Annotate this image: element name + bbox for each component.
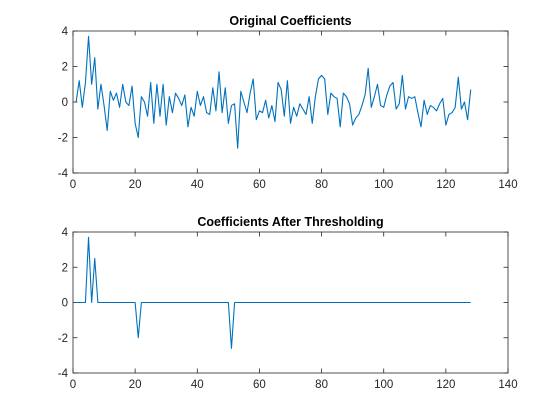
bottom-plot-series — [76, 236, 471, 349]
top-x-tick-label: 140 — [498, 179, 517, 191]
top-series-line — [75, 35, 472, 149]
bottom-x-tick-label: 120 — [436, 379, 455, 391]
top-plot-ticks: 0 20 40 60 80 100 120 140 -4 -2 0 2 4 — [58, 26, 518, 191]
bottom-x-tick-label: 40 — [191, 379, 204, 391]
top-x-tick-label: 100 — [374, 179, 393, 191]
bottom-plot-ticks: 0 20 40 60 80 100 120 140 -4 -2 0 2 4 — [58, 227, 518, 391]
bottom-series-line — [76, 236, 471, 349]
bottom-y-tick-label: 2 — [62, 262, 68, 274]
top-plot: Original Coefficients 0 20 40 60 80 100 120 140… — [58, 14, 518, 191]
top-x-tick-label: 20 — [129, 179, 142, 191]
bottom-plot-title: Coefficients After Thresholding — [197, 215, 383, 229]
top-y-tick-label: 4 — [62, 26, 69, 38]
top-y-tick-label: 0 — [62, 97, 68, 109]
bottom-x-tick-label: 20 — [129, 379, 142, 391]
top-x-tick-label: 80 — [315, 179, 328, 191]
top-x-tick-label: 120 — [436, 179, 455, 191]
top-x-tick-label: 0 — [70, 179, 76, 191]
bottom-x-tick-label: 100 — [374, 379, 393, 391]
bottom-y-tick-label: 0 — [62, 298, 68, 310]
bottom-x-tick-label: 0 — [70, 379, 76, 391]
bottom-y-tick-label: -4 — [58, 368, 69, 380]
bottom-x-tick-label: 80 — [315, 379, 328, 391]
bottom-x-tick-label: 60 — [253, 379, 266, 391]
bottom-y-tick-label: -2 — [58, 333, 68, 345]
top-x-tick-label: 60 — [253, 179, 266, 191]
top-x-tick-label: 40 — [191, 179, 204, 191]
top-y-tick-label: -2 — [58, 133, 68, 145]
bottom-plot: Coefficients After Thresholding 0 20 40 60 8… — [58, 215, 518, 391]
bottom-x-tick-label: 140 — [498, 379, 517, 391]
bottom-y-tick-label: 4 — [62, 227, 69, 239]
top-plot-area — [72, 30, 509, 174]
top-y-tick-label: -4 — [58, 168, 69, 180]
top-plot-series — [75, 35, 472, 149]
top-plot-title: Original Coefficients — [229, 14, 351, 28]
top-y-tick-label: 2 — [62, 62, 68, 74]
